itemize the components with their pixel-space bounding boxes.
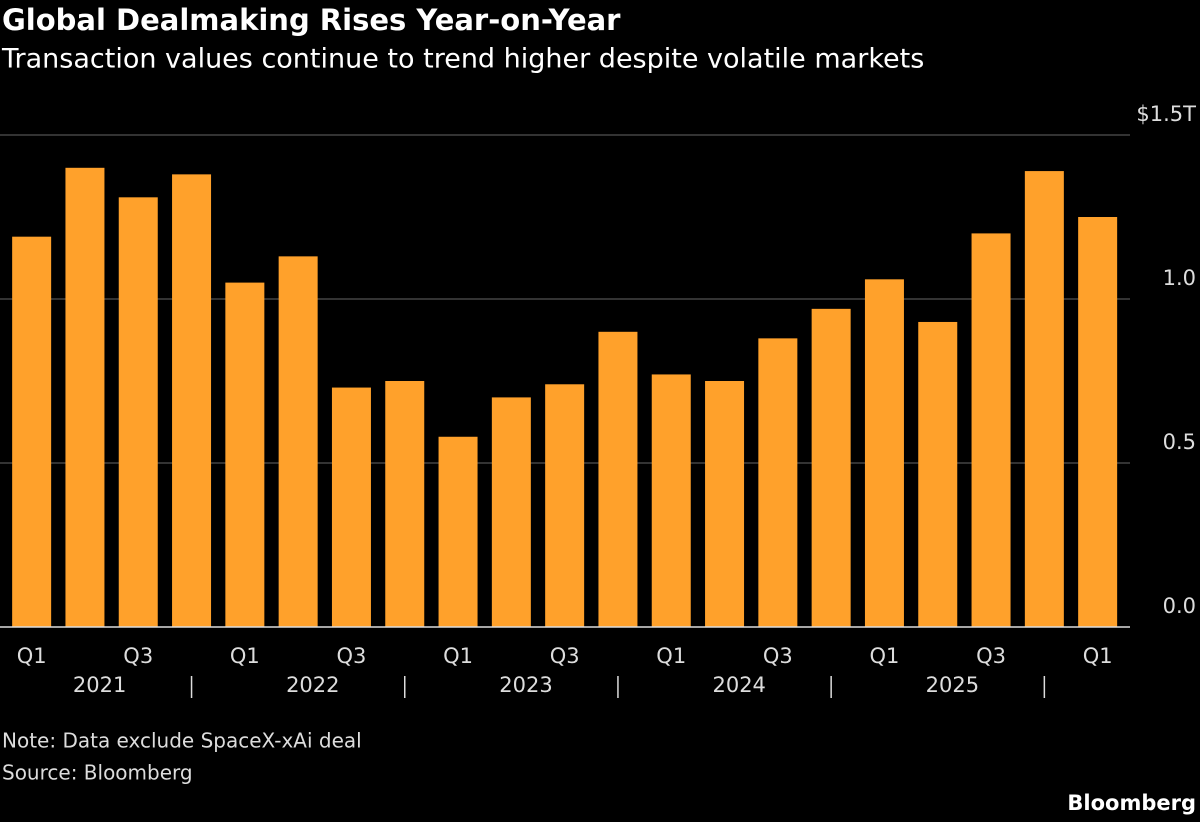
x-tick-label: Q3 [976,644,1006,668]
bar [331,387,371,627]
bar [172,174,212,628]
bar [598,331,638,627]
note: Note: Data exclude SpaceX-xAi deal [2,729,362,753]
year-label: 2024 [712,673,765,697]
chart-title: Global Dealmaking Rises Year-on-Year [2,3,621,37]
bar [278,256,318,627]
bar [1078,217,1118,627]
x-tick-label: Q1 [230,644,260,668]
x-tick-label: Q3 [337,644,367,668]
bar [118,197,158,627]
year-label: 2021 [73,673,126,697]
bar [65,167,105,628]
bar [811,308,851,627]
bar [545,384,585,627]
chart-subtitle: Transaction values continue to trend hig… [1,44,924,75]
x-tick-label: Q1 [870,644,900,668]
bar [758,338,798,627]
x-tick-label: Q1 [443,644,473,668]
y-tick-label: $1.5T [1136,102,1196,126]
x-tick-label: Q3 [763,644,793,668]
y-tick-label: 0.0 [1163,594,1196,618]
bar [12,236,52,627]
x-tick-label: Q3 [123,644,153,668]
x-tick-label: Q1 [17,644,47,668]
bar [971,233,1011,627]
y-tick-label: 0.5 [1163,430,1196,454]
bar [705,381,745,627]
bar [864,279,904,627]
y-tick-label: 1.0 [1163,266,1196,290]
bar [438,436,478,627]
year-label: 2025 [926,673,979,697]
x-tick-label: Q1 [656,644,686,668]
year-label: 2023 [499,673,552,697]
bar [385,381,425,627]
bar [225,282,265,627]
year-label: 2022 [286,673,339,697]
brand: Bloomberg [1067,791,1196,815]
source: Source: Bloomberg [2,761,193,785]
bar [1024,171,1064,627]
bar [651,374,691,627]
x-tick-label: Q3 [550,644,580,668]
x-tick-label: Q1 [1083,644,1113,668]
bar [918,321,958,627]
bar [491,397,531,627]
